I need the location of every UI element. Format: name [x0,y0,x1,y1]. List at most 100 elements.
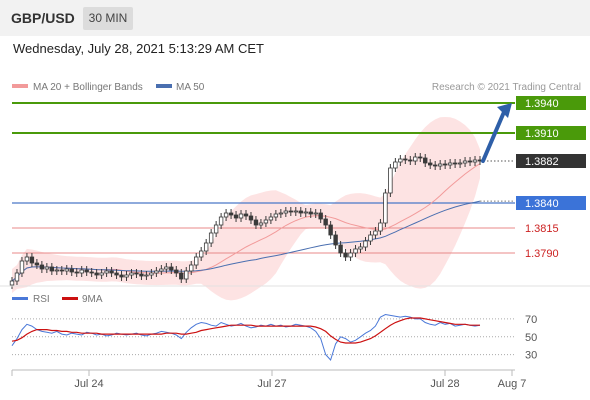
candle-body [288,210,294,213]
ma50-legend-label: MA 50 [176,82,205,93]
candle-body [54,269,60,272]
candle-body [258,222,264,226]
ma50-legend-swatch [156,84,172,88]
candle-body [432,164,438,167]
pivot-label: 1.3840 [525,198,559,210]
candle-body [238,213,244,219]
candle-body [383,192,388,224]
candle-body [298,210,303,214]
candle-body [388,167,393,194]
copyright-text: Research © 2021 Trading Central [432,82,581,93]
candle-body [84,269,89,273]
bollinger-band [12,117,480,301]
candle-body [179,272,184,280]
candle-body [373,230,378,236]
candle-body [134,272,139,275]
resistance-label-box [516,126,586,140]
x-tick-label: Jul 28 [430,378,459,390]
candle-body [99,272,104,276]
candle-body [34,262,40,266]
candle-body [308,211,313,215]
rsi-tick-label: 50 [525,332,537,344]
forecast-arrow-head [497,103,512,118]
candle-body [174,269,179,274]
candle-body [189,264,194,272]
candle-body [139,273,144,277]
support-label: 1.3815 [525,223,559,235]
candle-body [437,163,443,167]
candle-body [149,272,154,276]
candle-body [39,264,45,270]
candle-body [59,269,64,272]
candle-body [467,160,473,163]
candle-body [184,270,189,280]
candle-body [213,224,219,234]
candle-body [268,216,274,221]
x-tick-label: Aug 7 [498,378,527,390]
candle-body [393,161,398,169]
support-label: 1.3790 [525,248,559,260]
candle-body [358,246,363,250]
candle-body [164,266,169,270]
candle-body [44,266,50,270]
candle-body [363,240,368,248]
rsi-ma-legend-label: 9MA [82,294,103,305]
candle-body [328,224,333,236]
candle-body [64,268,69,272]
candle-body [208,232,214,244]
symbol-title: GBP/USD [11,10,75,26]
candle-body [154,270,159,274]
price-panel: 1.3940 1.3910 1.3882 1.3840 1.3815 1.3790 [9,96,586,301]
candle-body [203,242,209,252]
candle-body [442,163,448,166]
candle-body [413,156,418,162]
candle-body [74,271,79,274]
ma20-legend-label: MA 20 + Bollinger Bands [33,82,143,93]
candle-body [423,157,428,164]
candle-body [69,268,74,273]
rsi-tick-label: 30 [525,350,537,362]
candle-body [29,256,35,264]
candle-body [278,212,284,215]
rsi-tick-label: 70 [525,314,537,326]
timeframe-button[interactable]: 30 MIN [83,7,133,30]
x-tick-label: Jul 24 [74,378,103,390]
candle-body [14,272,20,282]
top-bar: GBP/USD 30 MIN [0,0,590,36]
candle-body [428,162,433,166]
resistance-label-box [516,96,586,110]
candle-body [104,270,109,274]
candle-body [129,272,134,276]
rsi-legend-swatch [12,297,28,300]
candle-body [94,272,99,276]
candle-body [253,219,259,226]
candle-body [124,274,129,278]
candle-body [24,256,30,262]
candle-body [233,214,239,219]
candle-body [303,211,308,214]
candle-body [89,271,94,274]
candle-body [457,162,463,165]
x-axis-ticks: Jul 24 Jul 27 Jul 28 Aug 7 [74,370,526,390]
candle-body [338,244,343,254]
candle-body [378,222,383,232]
candle-body [159,268,164,272]
candle-body [273,213,279,218]
candle-body [368,234,373,242]
rsi-legend-label: RSI [33,294,50,305]
candle-body [119,274,124,278]
candle-body [408,159,413,162]
candle-body [472,159,478,163]
candle-body [418,156,423,159]
candle-body [218,216,224,226]
candle-body [114,272,119,276]
candle-body [49,266,55,272]
last-price-label: 1.3882 [525,156,559,168]
candle-body [263,219,269,224]
forecast-arrow-shaft [481,110,506,163]
ma50-line [11,200,481,282]
rsi-ma-legend-swatch [62,297,78,300]
candle-body [462,160,468,164]
last-price-box [516,154,586,168]
